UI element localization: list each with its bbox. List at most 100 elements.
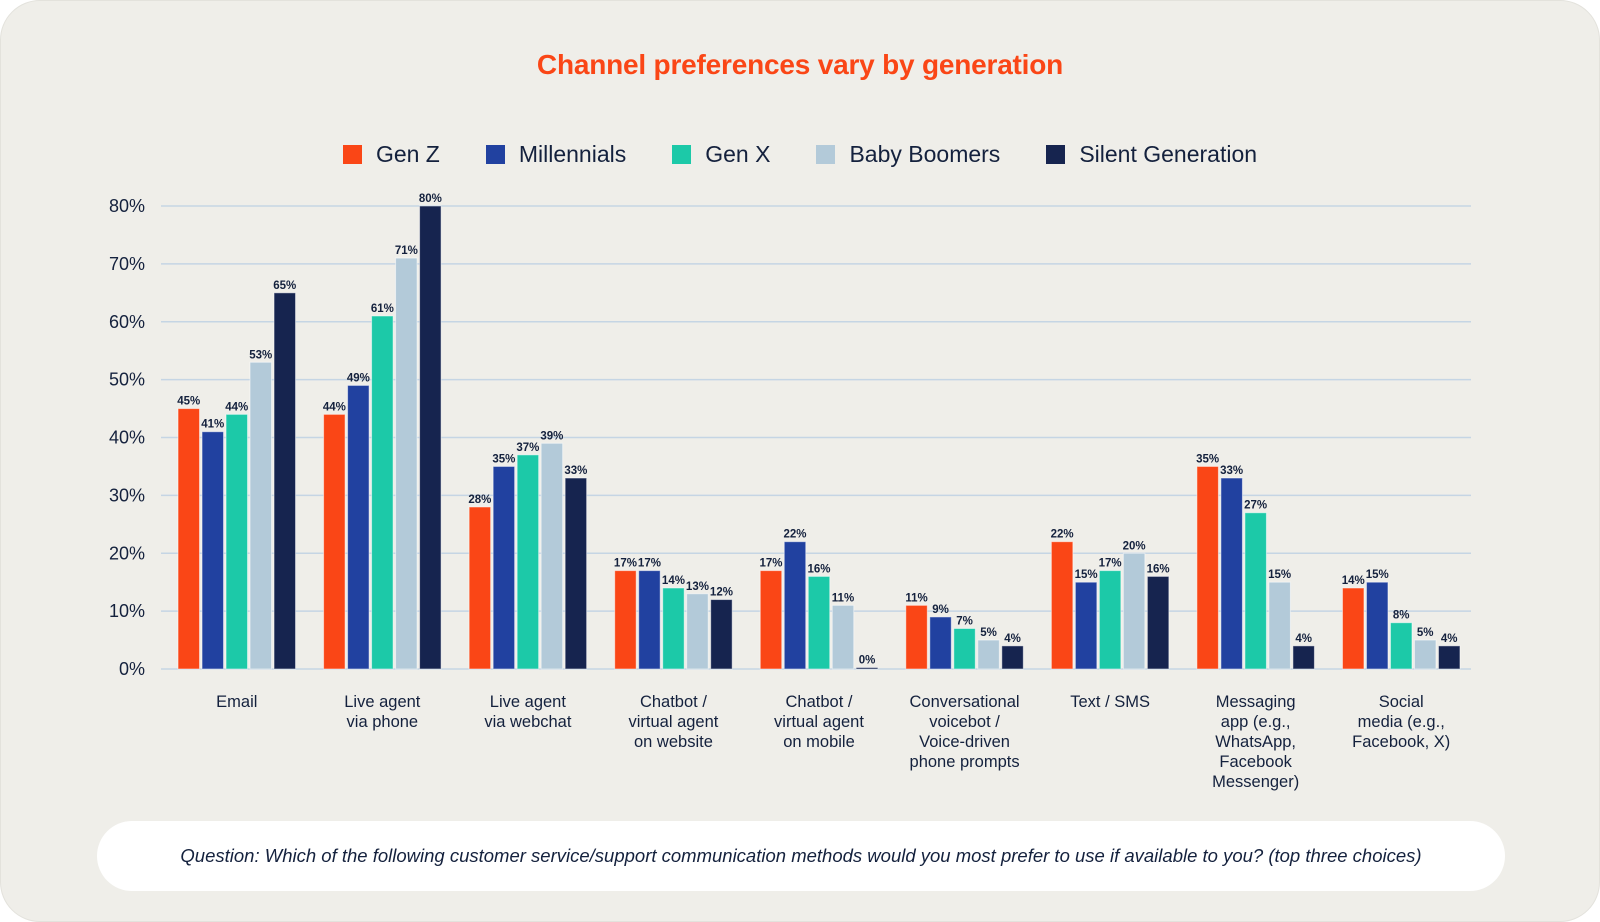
y-tick-label: 50% [109,370,145,390]
bar-chart-plot: 0%10%20%30%40%50%60%70%80% 45%41%44%53%6… [109,193,1471,791]
legend-swatch [1046,145,1066,164]
bar [929,616,952,670]
legend-item-gen-z: Gen Z [342,141,440,168]
data-label: 33% [564,465,587,477]
x-category-line: Messenger) [1212,773,1299,791]
data-label: 22% [1051,529,1074,541]
data-label: 37% [516,442,539,454]
bar [1365,581,1389,670]
bar [783,541,807,670]
legend-item-gen-x: Gen X [672,141,770,168]
data-label: 20% [1123,540,1146,552]
data-label: 11% [832,592,854,604]
bar [419,205,442,670]
x-category-line: via webchat [484,713,572,731]
x-category-line: media (e.g., [1358,713,1445,731]
data-label: 5% [1417,627,1434,639]
x-category-label: Chatbot / virtual agent on website [628,693,718,751]
bar [1146,575,1170,670]
bar [953,627,976,670]
x-category-line: on website [634,733,713,751]
data-label: 4% [1441,633,1458,645]
data-label: 11% [905,592,927,604]
bar [710,599,733,670]
legend-label: Gen X [705,141,771,167]
bar [225,413,249,670]
bar [638,570,661,670]
data-label: 14% [662,575,685,587]
legend-label: Gen Z [375,141,440,167]
bar [1292,645,1315,670]
bar [468,506,492,670]
bar [855,667,879,670]
x-category-line: via phone [347,713,419,731]
bar [1098,570,1122,670]
x-category-line: voicebot / [929,713,1000,731]
data-label: 35% [1196,453,1219,465]
x-category-label: Chatbot / virtual agent on mobile [774,693,864,751]
bars [177,205,1461,670]
bar [977,639,1000,670]
y-tick-label: 10% [109,601,145,621]
data-label: 16% [1147,563,1170,575]
bar [1220,477,1243,670]
bar [905,604,928,670]
x-category-line: Facebook, X) [1352,733,1450,751]
legend-label: Baby Boomers [849,141,1001,167]
data-label: 80% [419,193,442,205]
y-tick-label: 40% [109,428,145,448]
data-label: 17% [614,558,637,570]
legend-swatch [672,145,692,164]
x-category-line: virtual agent [774,713,864,731]
data-label: 44% [323,401,346,413]
bar [273,292,297,670]
legend-label: Millennials [518,141,627,167]
bar [395,257,418,670]
bar [1074,581,1098,670]
bar [540,442,564,670]
bar [759,570,783,670]
data-label: 49% [347,372,370,384]
y-tick-label: 20% [109,543,145,563]
bar [1122,552,1146,670]
x-category-line: Messaging [1216,693,1296,711]
bar [686,593,709,670]
bar [1268,581,1291,670]
legend-swatch [816,145,836,164]
data-label: 44% [225,401,248,413]
legend-item-baby-boomers: Baby Boomers [816,141,1000,168]
data-label: 61% [371,303,394,315]
question-text: Question: Which of the following custome… [180,845,1422,866]
bar [371,315,394,670]
bar [1389,622,1413,670]
chart-title: Channel preferences vary by generation [536,49,1064,80]
data-label: 9% [932,604,949,616]
x-axis-categories: Email Live agent via phone Live agent via we… [216,693,1450,791]
data-label: 22% [783,529,806,541]
data-label: 41% [201,419,224,431]
bar [662,587,685,670]
data-label: 35% [492,453,515,465]
data-labels: 45%41%44%53%65%44%49%61%71%80%28%35%37%3… [177,193,1457,667]
bar [1437,645,1461,670]
x-category-line: virtual agent [628,713,718,731]
bar [249,361,273,670]
bar [323,413,346,670]
x-category-label: Conversational voicebot / Voice-driven phon… [910,693,1020,771]
data-label: 15% [1075,569,1098,581]
data-label: 17% [1099,558,1122,570]
question-footnote: Question: Which of the following custome… [97,821,1505,891]
y-tick-label: 0% [119,659,145,679]
data-label: 65% [273,280,296,292]
bar [807,575,831,670]
x-category-label: Live agent via phone [344,693,421,731]
x-category-line: Chatbot / [640,693,707,711]
bar [1244,512,1267,670]
bar [201,431,225,670]
data-label: 4% [1295,633,1312,645]
x-category-line: Facebook [1219,753,1292,771]
x-category-line: Text / SMS [1070,693,1150,711]
bar [1341,587,1365,670]
bar [614,570,637,670]
